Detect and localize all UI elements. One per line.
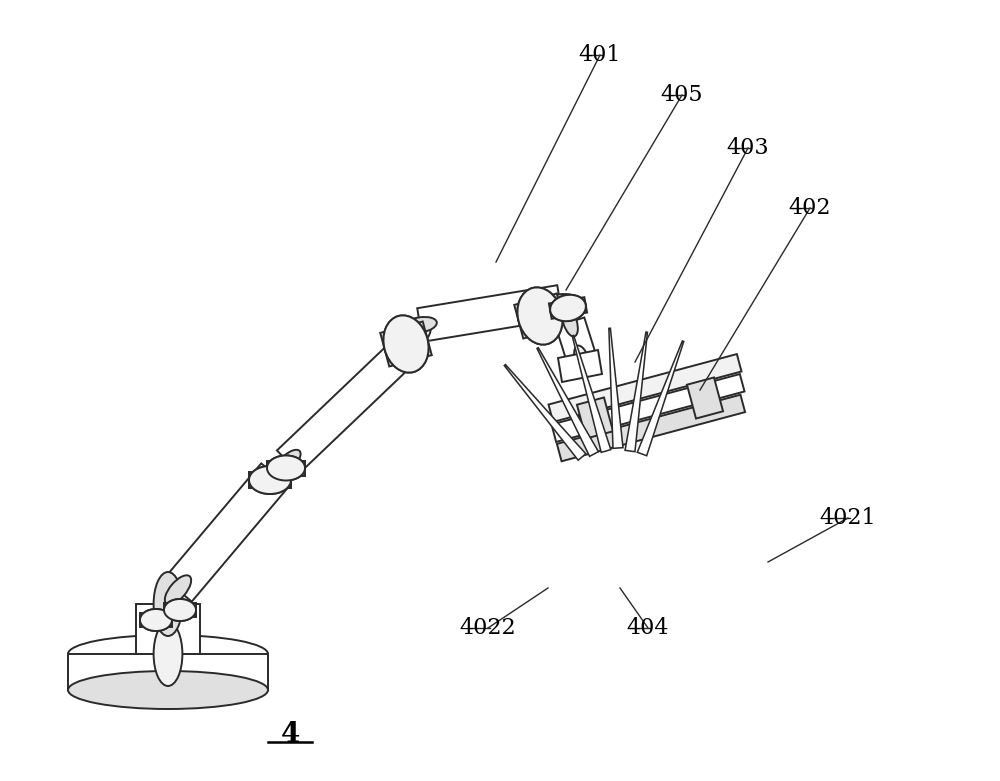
Polygon shape (577, 398, 613, 438)
Ellipse shape (403, 317, 437, 333)
Polygon shape (637, 341, 684, 455)
Polygon shape (572, 336, 611, 452)
Ellipse shape (140, 609, 172, 631)
Polygon shape (267, 461, 305, 476)
Polygon shape (558, 350, 602, 382)
Polygon shape (380, 322, 432, 366)
Ellipse shape (267, 455, 305, 480)
Polygon shape (68, 654, 268, 690)
Polygon shape (164, 604, 196, 617)
Polygon shape (625, 332, 647, 451)
Polygon shape (504, 365, 586, 460)
Polygon shape (277, 326, 429, 473)
Ellipse shape (383, 316, 429, 373)
Ellipse shape (550, 294, 586, 321)
Polygon shape (537, 348, 598, 456)
Ellipse shape (164, 599, 196, 621)
Polygon shape (417, 285, 563, 342)
Polygon shape (164, 463, 289, 601)
Polygon shape (136, 604, 200, 654)
Polygon shape (548, 354, 742, 422)
Ellipse shape (68, 635, 268, 673)
Ellipse shape (164, 599, 196, 621)
Ellipse shape (543, 294, 577, 310)
Ellipse shape (262, 460, 288, 490)
Text: 404: 404 (627, 617, 669, 639)
Ellipse shape (275, 450, 301, 474)
Ellipse shape (249, 466, 291, 494)
Ellipse shape (383, 316, 429, 373)
Text: 403: 403 (727, 137, 769, 159)
Ellipse shape (517, 287, 563, 344)
Text: 4021: 4021 (820, 507, 876, 529)
Polygon shape (549, 298, 587, 319)
Text: 4022: 4022 (460, 617, 516, 639)
Ellipse shape (249, 466, 291, 494)
Ellipse shape (154, 622, 182, 686)
Polygon shape (140, 613, 172, 626)
Text: 402: 402 (789, 197, 831, 219)
Ellipse shape (165, 576, 191, 604)
Polygon shape (514, 294, 566, 338)
Polygon shape (687, 377, 723, 419)
Ellipse shape (405, 326, 431, 350)
Ellipse shape (574, 345, 590, 374)
Polygon shape (557, 394, 745, 462)
Ellipse shape (140, 609, 172, 631)
Text: 401: 401 (579, 44, 621, 66)
Ellipse shape (550, 294, 586, 321)
Ellipse shape (517, 287, 563, 344)
Polygon shape (551, 374, 745, 442)
Polygon shape (609, 328, 623, 448)
Ellipse shape (562, 308, 578, 337)
Ellipse shape (267, 455, 305, 480)
Ellipse shape (154, 572, 182, 636)
Text: 4: 4 (280, 722, 300, 748)
Polygon shape (556, 318, 596, 365)
Text: 405: 405 (661, 84, 703, 106)
Ellipse shape (68, 671, 268, 709)
Polygon shape (249, 472, 291, 488)
